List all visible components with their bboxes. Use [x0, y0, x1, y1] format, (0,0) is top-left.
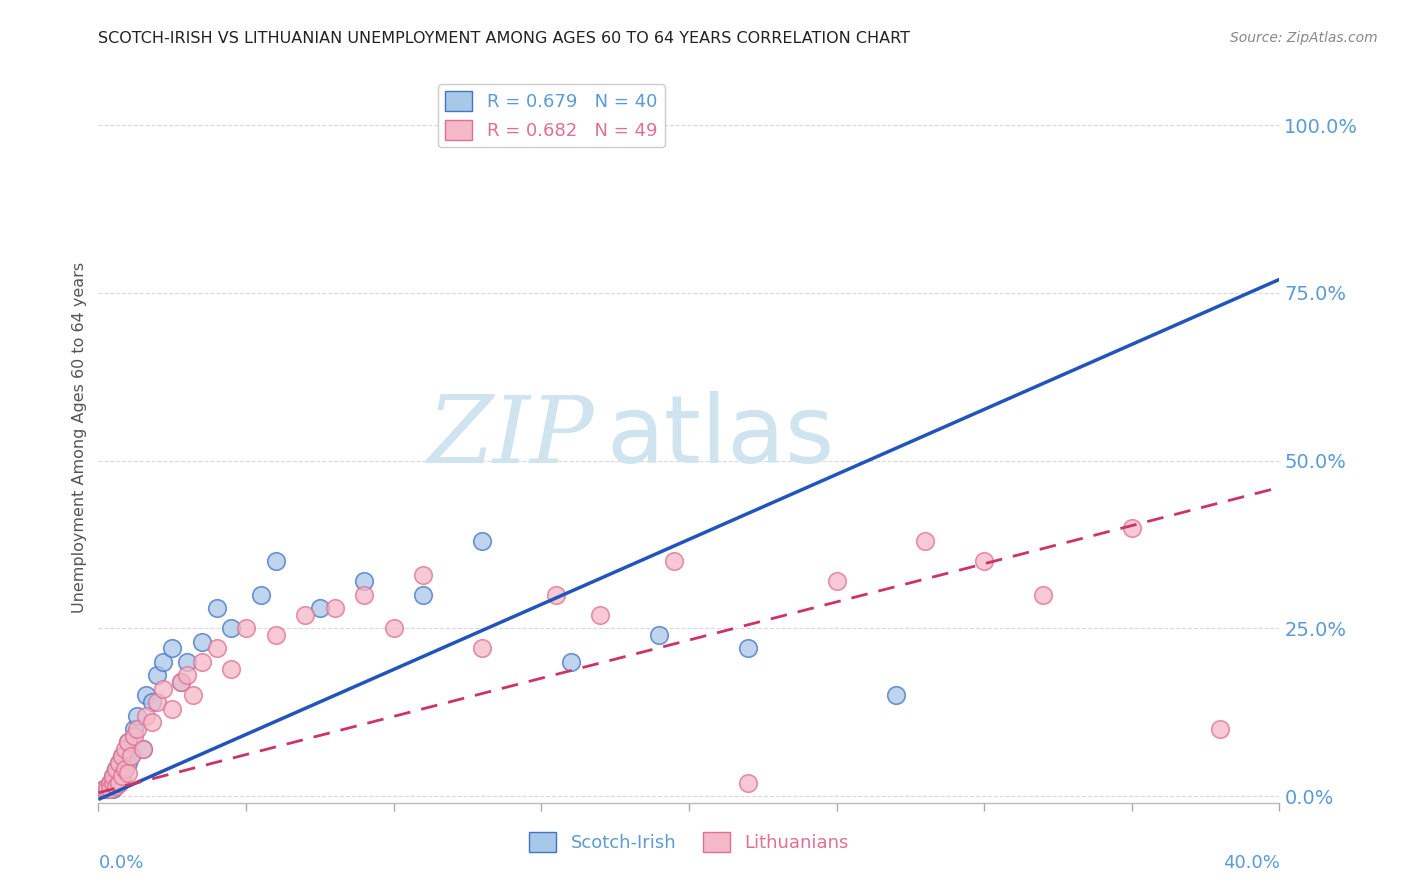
Point	[264, 554, 287, 568]
Point	[125, 708, 148, 723]
Y-axis label: Unemployment Among Ages 60 to 64 years: Unemployment Among Ages 60 to 64 years	[72, 261, 87, 613]
Point	[914, 534, 936, 549]
Point	[120, 748, 142, 763]
Point	[176, 668, 198, 682]
Point	[98, 775, 121, 789]
Text: ZIP: ZIP	[427, 392, 595, 482]
Text: Source: ZipAtlas.com: Source: ZipAtlas.com	[1230, 31, 1378, 45]
Legend: Scotch-Irish, Lithuanians: Scotch-Irish, Lithuanians	[522, 825, 856, 860]
Point	[353, 574, 375, 589]
Point	[132, 742, 155, 756]
Point	[221, 621, 243, 635]
Point	[111, 748, 134, 763]
Point	[122, 729, 145, 743]
Point	[664, 554, 686, 568]
Point	[117, 735, 139, 749]
Text: 40.0%: 40.0%	[1223, 854, 1279, 872]
Point	[103, 769, 125, 783]
Point	[111, 748, 134, 763]
Point	[125, 722, 148, 736]
Point	[135, 708, 157, 723]
Point	[108, 775, 131, 789]
Point	[162, 702, 183, 716]
Point	[146, 695, 169, 709]
Point	[117, 756, 139, 770]
Point	[96, 782, 118, 797]
Point	[122, 722, 145, 736]
Point	[1209, 722, 1232, 736]
Point	[170, 675, 193, 690]
Point	[412, 588, 434, 602]
Point	[221, 662, 243, 676]
Point	[98, 782, 121, 797]
Point	[141, 715, 163, 730]
Point	[191, 655, 214, 669]
Point	[114, 762, 136, 776]
Point	[294, 607, 316, 622]
Point	[560, 655, 582, 669]
Point	[105, 779, 128, 793]
Point	[471, 534, 494, 549]
Point	[235, 621, 257, 635]
Point	[176, 655, 198, 669]
Point	[309, 601, 332, 615]
Point	[191, 634, 214, 648]
Point	[93, 782, 115, 797]
Point	[108, 775, 131, 789]
Point	[135, 689, 157, 703]
Point	[973, 554, 995, 568]
Text: 0.0%: 0.0%	[98, 854, 143, 872]
Point	[323, 601, 346, 615]
Point	[103, 775, 125, 789]
Point	[105, 762, 128, 776]
Point	[181, 689, 204, 703]
Point	[205, 641, 228, 656]
Point	[737, 641, 759, 656]
Point	[382, 621, 405, 635]
Point	[152, 681, 174, 696]
Point	[170, 675, 193, 690]
Point	[884, 689, 907, 703]
Point	[1121, 521, 1143, 535]
Point	[264, 628, 287, 642]
Point	[471, 641, 494, 656]
Point	[412, 567, 434, 582]
Point	[111, 769, 134, 783]
Point	[152, 655, 174, 669]
Point	[589, 607, 612, 622]
Point	[132, 742, 155, 756]
Point	[114, 742, 136, 756]
Point	[108, 756, 131, 770]
Point	[108, 756, 131, 770]
Point	[105, 775, 128, 789]
Point	[117, 735, 139, 749]
Point	[737, 775, 759, 789]
Point	[546, 588, 568, 602]
Point	[146, 668, 169, 682]
Point	[114, 762, 136, 776]
Point	[120, 748, 142, 763]
Point	[825, 574, 848, 589]
Point	[96, 782, 118, 797]
Point	[105, 762, 128, 776]
Point	[98, 775, 121, 789]
Point	[117, 765, 139, 780]
Point	[205, 601, 228, 615]
Point	[162, 641, 183, 656]
Text: atlas: atlas	[606, 391, 835, 483]
Point	[141, 695, 163, 709]
Text: SCOTCH-IRISH VS LITHUANIAN UNEMPLOYMENT AMONG AGES 60 TO 64 YEARS CORRELATION CH: SCOTCH-IRISH VS LITHUANIAN UNEMPLOYMENT …	[98, 31, 911, 46]
Point	[250, 588, 273, 602]
Point	[103, 782, 125, 797]
Point	[93, 782, 115, 797]
Point	[103, 769, 125, 783]
Point	[1032, 588, 1054, 602]
Point	[648, 628, 671, 642]
Point	[353, 588, 375, 602]
Point	[111, 769, 134, 783]
